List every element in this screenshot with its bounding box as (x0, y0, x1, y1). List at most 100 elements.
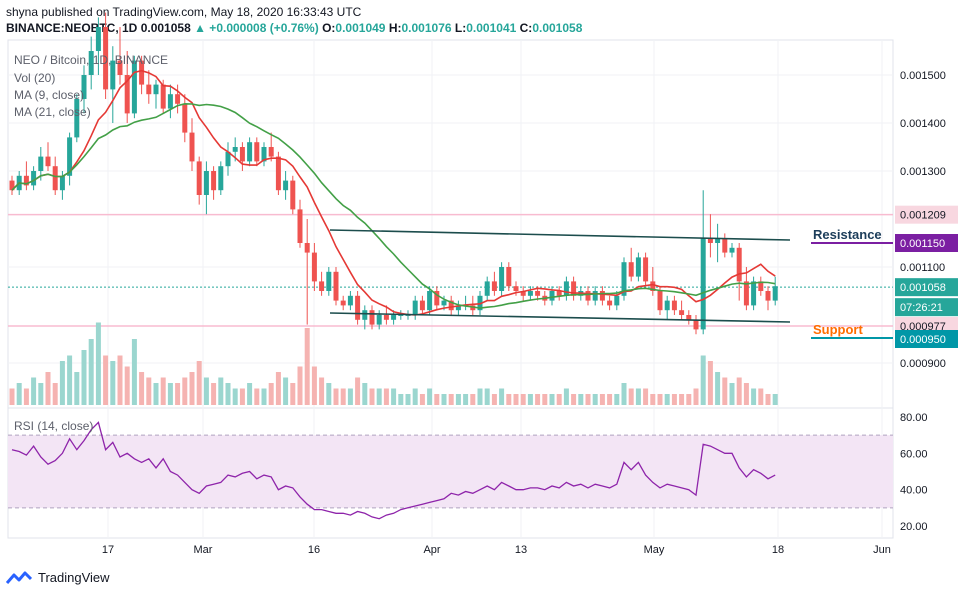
rsi-tick-label: 20.00 (900, 521, 928, 533)
candle-body (362, 310, 368, 320)
candle-body (232, 147, 238, 152)
candle-body (614, 295, 620, 306)
support-label: Support (813, 322, 863, 337)
candle-body (52, 166, 58, 191)
volume-bar (506, 394, 512, 405)
volume-bar (261, 388, 267, 405)
candle-body (153, 84, 159, 95)
volume-bar (117, 355, 123, 405)
volume-bar (707, 361, 713, 405)
resistance-tag: 0.001150 (900, 238, 945, 250)
candle-body (23, 175, 29, 186)
volume-bar (499, 388, 505, 405)
volume-bar (239, 388, 245, 405)
candle-body (146, 84, 152, 95)
volume-bar (470, 394, 476, 405)
ma9-line[interactable] (11, 69, 776, 316)
volume-bar (203, 377, 209, 405)
candle-body (38, 156, 44, 171)
volume-bar (484, 388, 490, 405)
time-tick-label: Jun (873, 544, 891, 556)
candle-body (635, 257, 641, 277)
volume-bar (196, 361, 202, 405)
candle-body (772, 286, 778, 301)
price-axis: 0.001500 0.001400 0.001300 0.001100 0.000900 (900, 70, 946, 370)
channel-upper-line[interactable] (329, 229, 791, 241)
candle-body (527, 291, 533, 296)
candle-body (455, 305, 461, 311)
open-value: 0.001049 (335, 21, 386, 35)
candle-body (513, 286, 519, 291)
volume-bar (225, 383, 231, 405)
time-tick-label: 17 (102, 544, 114, 556)
volume-bar (74, 372, 80, 405)
chart-title-legend: NEO / Bitcoin, 1D, BINANCE (14, 53, 169, 67)
candle-body (81, 75, 87, 99)
volume-bar (643, 388, 649, 405)
volume-bar (45, 372, 51, 405)
volume-bar (218, 377, 224, 405)
volume-bar (31, 377, 37, 405)
volume-bar (729, 383, 735, 405)
high-value: 0.001076 (401, 21, 452, 35)
candle-body (405, 315, 411, 316)
last-price: 0.001058 (140, 21, 191, 35)
rsi-line[interactable] (11, 421, 776, 520)
candle-body (95, 27, 101, 51)
candle-body (448, 300, 454, 311)
volume-bar (139, 372, 145, 405)
tradingview-logo[interactable]: TradingView (6, 570, 110, 585)
low-value: 0.001041 (466, 21, 517, 35)
volume-bar (275, 372, 281, 405)
candle-body (340, 300, 346, 306)
volume-bar (182, 377, 188, 405)
volume-bar (513, 394, 519, 405)
low-label: L: (454, 21, 467, 35)
candle-body (347, 295, 353, 306)
volume-bar (146, 377, 152, 405)
candle-body (254, 142, 260, 162)
volume-bar (405, 394, 411, 405)
time-tick-label: Apr (423, 544, 440, 556)
volume-bar (441, 394, 447, 405)
vol-legend: Vol (20) (14, 71, 56, 85)
candle-body (707, 238, 713, 243)
candle-body (571, 281, 577, 296)
volume-bar (578, 394, 584, 405)
volume-bar (369, 388, 375, 405)
volume-bar (383, 388, 389, 405)
rsi-pane: 80.00 60.00 40.00 20.00 (8, 412, 928, 533)
candle-body (311, 252, 317, 282)
candle-body (9, 180, 15, 191)
candle-body (45, 156, 51, 167)
candle-body (67, 137, 73, 176)
close-value: 0.001058 (532, 21, 583, 35)
candle-body (419, 300, 425, 311)
candle-body (167, 94, 173, 109)
candle-body (297, 209, 303, 243)
volume-bar (700, 355, 706, 405)
volume-bar (376, 388, 382, 405)
volume-bar (549, 394, 555, 405)
volume-bar (88, 339, 94, 405)
candle-body (679, 310, 685, 315)
candle-body (225, 151, 231, 167)
candle-body (686, 315, 692, 320)
volume-bar (175, 383, 181, 405)
volume-bar (556, 394, 562, 405)
candle-body (326, 271, 332, 291)
candle-body (441, 300, 447, 306)
volume-bar (599, 394, 605, 405)
volume-bar (635, 388, 641, 405)
price-tick-label: 0.001400 (900, 118, 946, 130)
volume-bar (542, 394, 548, 405)
volume-bar (52, 383, 58, 405)
volume-bar (16, 383, 22, 405)
volume-bar (319, 377, 325, 405)
candle-body (434, 291, 440, 306)
volume-bar (419, 394, 425, 405)
channel-lower-line[interactable] (329, 312, 791, 323)
ma21-line[interactable] (11, 102, 776, 309)
volume-bar (391, 388, 397, 405)
